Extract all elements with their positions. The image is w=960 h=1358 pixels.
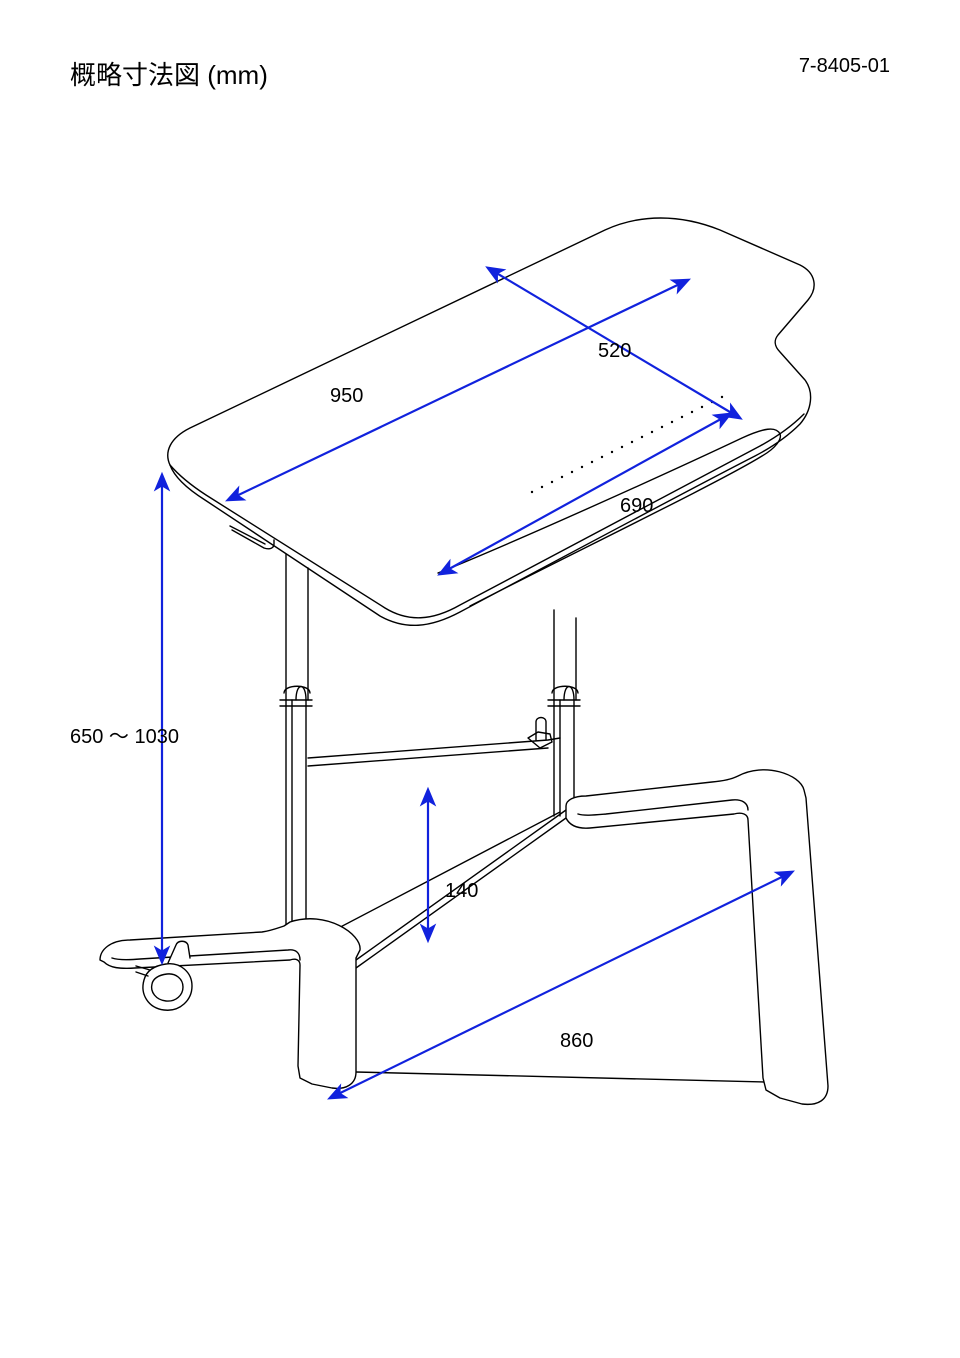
dim-top-width: 950 bbox=[330, 385, 363, 408]
dim-top-depth: 520 bbox=[598, 340, 631, 363]
dim-height: 650 ～ 1030 bbox=[70, 720, 179, 749]
dimension-drawing bbox=[0, 0, 960, 1358]
page: 概略寸法図 (mm) 7-8405-01 950 520 860 650 ～ 1… bbox=[0, 0, 960, 1358]
dim-base-width: 860 bbox=[560, 1030, 593, 1053]
table-outline bbox=[100, 218, 828, 1104]
dim-clearance: 140 bbox=[445, 880, 478, 903]
dim-base-depth: 690 bbox=[620, 495, 653, 518]
